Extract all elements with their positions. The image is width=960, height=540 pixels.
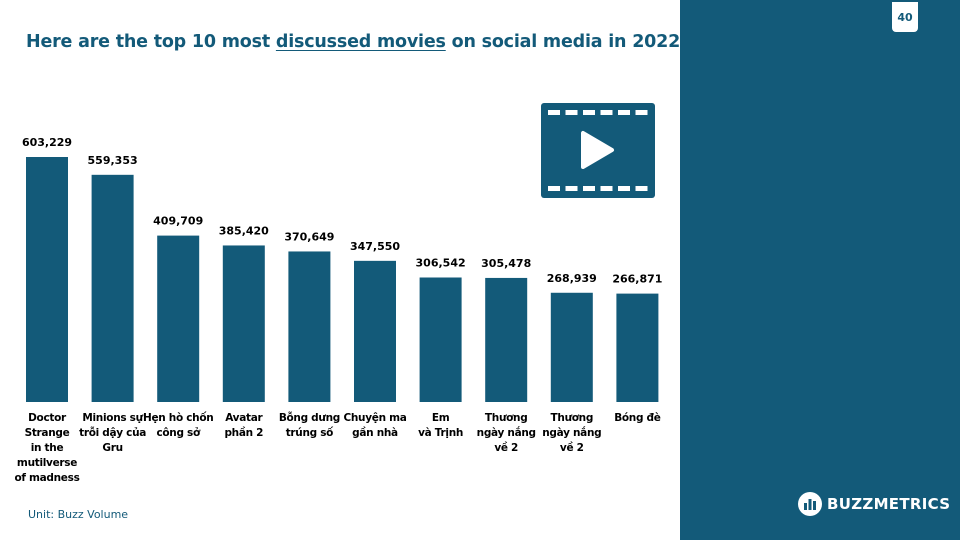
bar-chart: 603,229 Doctor Strange in the mutilverse of m… xyxy=(14,103,662,484)
data-label: 559,353 xyxy=(88,154,138,167)
title-prefix: Here are the top 10 most xyxy=(26,32,276,52)
category-label: gần nhà xyxy=(352,427,398,439)
category-label: Avatar xyxy=(225,412,263,424)
category-label: mutilverse xyxy=(17,457,77,469)
page-number: 40 xyxy=(892,2,918,32)
bar xyxy=(550,292,593,402)
category-label: Gru xyxy=(102,442,122,454)
category-label: Thương xyxy=(485,412,528,424)
data-label: 409,709 xyxy=(153,215,203,228)
category-label: phần 2 xyxy=(224,427,263,439)
category-label: ngày nắng xyxy=(477,426,536,439)
title-suffix: on social media in 2022 xyxy=(445,32,681,52)
category-label: Strange xyxy=(25,427,70,439)
category-label: of madness xyxy=(14,472,79,484)
side-panel xyxy=(680,0,960,540)
data-label: 306,542 xyxy=(416,256,466,269)
category-label: Bỗng dưng xyxy=(279,411,340,424)
brand-name: BUZZMETRICS xyxy=(827,495,951,513)
bar xyxy=(288,251,331,402)
bar xyxy=(222,245,265,402)
category-label: ngày nắng xyxy=(542,426,601,439)
category-label: Minions sự xyxy=(82,412,143,424)
bar xyxy=(485,277,528,402)
data-label: 370,649 xyxy=(284,230,334,243)
category-label: và Trịnh xyxy=(418,427,463,439)
data-label: 266,871 xyxy=(612,273,662,286)
category-label: về 2 xyxy=(560,441,584,454)
bar xyxy=(157,235,200,402)
category-label: về 2 xyxy=(494,441,518,454)
data-label: 347,550 xyxy=(350,240,400,253)
category-label: in the xyxy=(31,442,64,454)
buzzmetrics-logo-icon xyxy=(798,492,822,516)
category-label: trỗi dậy của xyxy=(79,426,146,439)
data-label: 305,478 xyxy=(481,257,531,270)
category-label: Hẹn hò chốn xyxy=(143,411,213,424)
title-highlight: discussed movies xyxy=(275,32,446,52)
category-label: Em xyxy=(432,412,450,424)
category-label: Thương xyxy=(551,412,594,424)
data-label: 603,229 xyxy=(22,136,72,149)
bar xyxy=(616,293,659,402)
data-label: 385,420 xyxy=(219,224,269,237)
data-label: 268,939 xyxy=(547,272,597,285)
category-label: Bóng đè xyxy=(614,412,661,424)
film-strip-play-icon xyxy=(541,103,655,198)
bar xyxy=(419,277,462,402)
category-label: công sở xyxy=(156,427,201,439)
category-label: Chuyện ma xyxy=(343,412,406,424)
unit-note: Unit: Buzz Volume xyxy=(28,508,129,521)
category-label: Doctor xyxy=(28,412,67,424)
brand-logo: BUZZMETRICS xyxy=(797,491,950,517)
page-title: Here are the top 10 most discussed movie… xyxy=(26,32,680,52)
category-label: trúng số xyxy=(286,426,334,439)
bar xyxy=(26,157,68,402)
bar xyxy=(354,260,396,402)
bar xyxy=(91,174,134,402)
